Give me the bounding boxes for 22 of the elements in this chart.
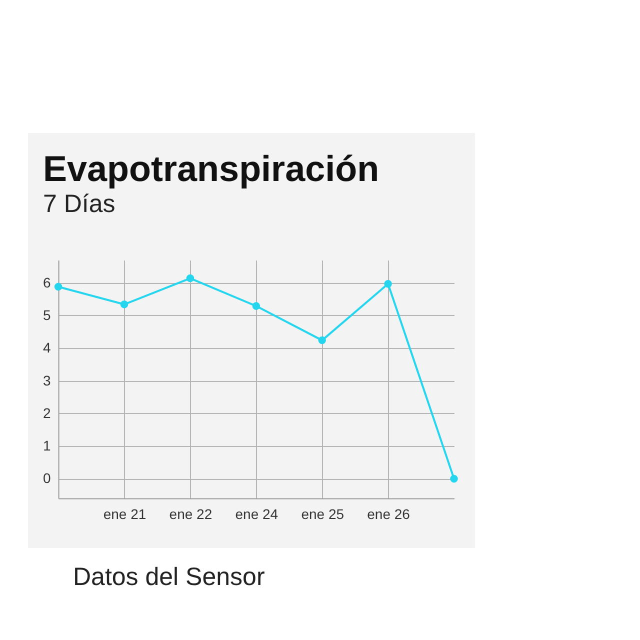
x-tick-label: ene 25 <box>301 506 344 522</box>
chart-subtitle: 7 Días <box>43 190 116 218</box>
text: Datos del Sensor <box>73 563 265 591</box>
chart-title: Evapotranspiración <box>43 148 380 189</box>
point <box>318 336 326 344</box>
x-tick-label: ene 22 <box>169 506 212 522</box>
y-tick-label: 6 <box>43 274 52 290</box>
x-tick-label: ene 24 <box>235 506 278 522</box>
point <box>252 302 260 310</box>
point <box>54 282 62 291</box>
point <box>450 474 458 483</box>
point <box>384 280 392 288</box>
y-tick-label: 3 <box>43 372 52 388</box>
x-tick-label: ene 26 <box>367 506 410 522</box>
y-tick-label: 2 <box>43 404 52 421</box>
y-tick-label: 4 <box>43 340 52 356</box>
x-tick-label: ene 21 <box>103 506 146 522</box>
y-tick-label: 5 <box>43 306 52 323</box>
point <box>120 300 128 308</box>
point <box>186 274 194 282</box>
y-tick-label: 1 <box>43 438 52 454</box>
y-tick-label: 0 <box>43 470 52 486</box>
